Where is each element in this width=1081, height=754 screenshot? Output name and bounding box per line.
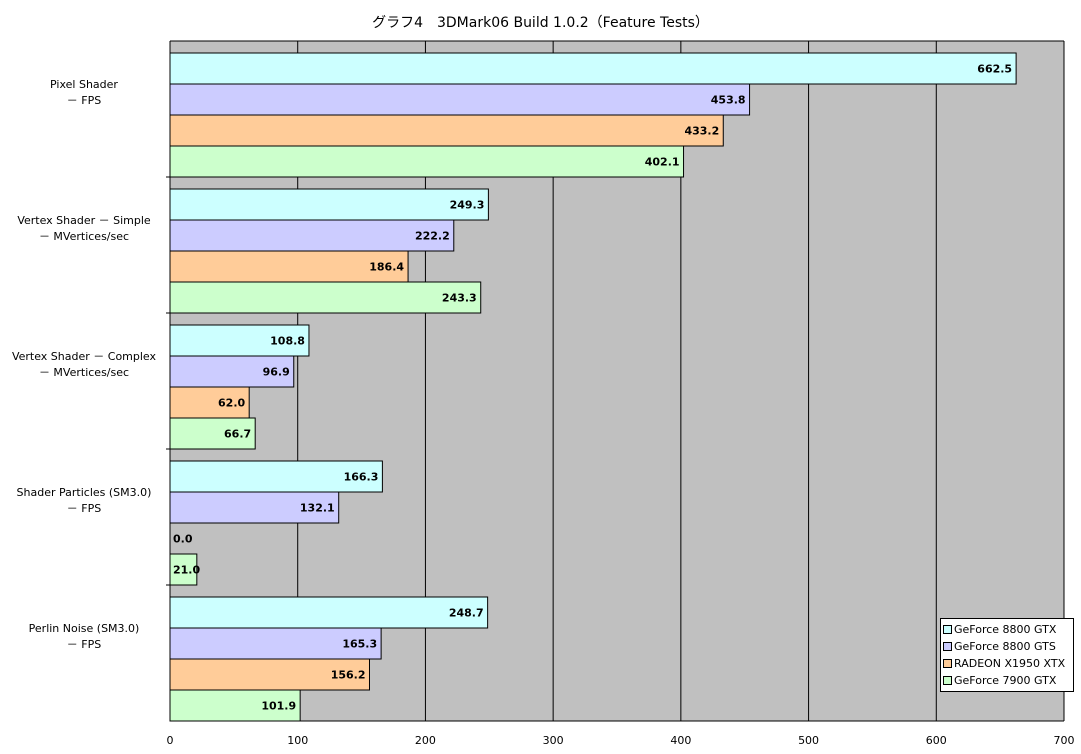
category-label-line: Vertex Shader － Complex	[11, 350, 157, 363]
bar	[169, 52, 1017, 85]
category-label: Vertex Shader － Complex － MVertices/sec	[4, 349, 164, 381]
data-label: 433.2	[684, 125, 719, 138]
x-tick-label: 400	[670, 734, 691, 747]
legend-item: GeForce 8800 GTX	[943, 621, 1073, 638]
category-label: Vertex Shader － Simple － MVertices/sec	[4, 213, 164, 245]
data-label: 96.9	[263, 366, 290, 379]
legend-label: RADEON X1950 XTX	[954, 657, 1066, 670]
bar	[169, 83, 751, 116]
data-label: 222.2	[415, 230, 450, 243]
legend-swatch	[943, 641, 952, 651]
data-label: 101.9	[261, 700, 296, 713]
data-label: 66.7	[224, 428, 251, 441]
bar	[169, 250, 409, 283]
bar	[169, 188, 489, 221]
data-label: 243.3	[442, 292, 477, 305]
category-label-line: － MVertices/sec	[38, 366, 130, 379]
data-label: 186.4	[369, 261, 404, 274]
chart-title: グラフ4 3DMark06 Build 1.0.2（Feature Tests）	[372, 15, 709, 31]
legend-swatch	[943, 675, 952, 685]
data-label: 21.0	[173, 564, 200, 577]
data-label: 62.0	[218, 397, 245, 410]
legend-item: GeForce 8800 GTS	[943, 638, 1073, 655]
x-tick-label: 200	[415, 734, 436, 747]
bar	[169, 281, 482, 314]
legend-label: GeForce 8800 GTS	[954, 640, 1056, 653]
category-label-line: Shader Particles (SM3.0)	[16, 486, 152, 499]
category-label-line: － MVertices/sec	[38, 230, 130, 243]
bar	[169, 491, 340, 524]
data-label: 166.3	[344, 471, 379, 484]
x-tick-label: 600	[926, 734, 947, 747]
data-label: 402.1	[645, 156, 680, 169]
bar	[169, 596, 489, 629]
bar	[169, 114, 724, 147]
category-label-line: Pixel Shader	[50, 78, 118, 91]
category-label-line: － FPS	[66, 502, 102, 515]
data-label: 165.3	[342, 638, 377, 651]
category-label-line: Vertex Shader － Simple	[17, 214, 151, 227]
data-label: 662.5	[977, 63, 1012, 76]
x-tick-label: 0	[167, 734, 174, 747]
data-label: 249.3	[450, 199, 485, 212]
legend-label: GeForce 8800 GTX	[954, 623, 1057, 636]
category-label-line: Perlin Noise (SM3.0)	[28, 622, 140, 635]
legend-label: GeForce 7900 GTX	[954, 674, 1057, 687]
data-label: 0.0	[173, 533, 193, 546]
data-label: 248.7	[449, 607, 484, 620]
category-label: Shader Particles (SM3.0) － FPS	[4, 485, 164, 517]
x-tick-label: 500	[798, 734, 819, 747]
category-label: Pixel Shader － FPS	[4, 77, 164, 109]
x-tick-label: 700	[1054, 734, 1075, 747]
data-label: 108.8	[270, 335, 305, 348]
legend-swatch	[943, 658, 952, 668]
legend-item: GeForce 7900 GTX	[943, 672, 1073, 689]
category-label: Perlin Noise (SM3.0) － FPS	[4, 621, 164, 653]
data-label: 132.1	[300, 502, 335, 515]
data-label: 453.8	[711, 94, 746, 107]
bar	[169, 324, 310, 357]
bar	[169, 219, 455, 252]
x-tick-label: 300	[543, 734, 564, 747]
bar	[169, 417, 256, 450]
bar	[169, 145, 685, 178]
legend-item: RADEON X1950 XTX	[943, 655, 1073, 672]
bar	[169, 553, 198, 586]
x-tick-label: 100	[287, 734, 308, 747]
legend: GeForce 8800 GTX GeForce 8800 GTS RADEON…	[940, 618, 1074, 692]
bar	[169, 355, 295, 388]
category-label-line: － FPS	[66, 94, 102, 107]
legend-swatch	[943, 624, 952, 634]
bar	[169, 460, 383, 493]
data-label: 156.2	[331, 669, 366, 682]
category-label-line: － FPS	[66, 638, 102, 651]
